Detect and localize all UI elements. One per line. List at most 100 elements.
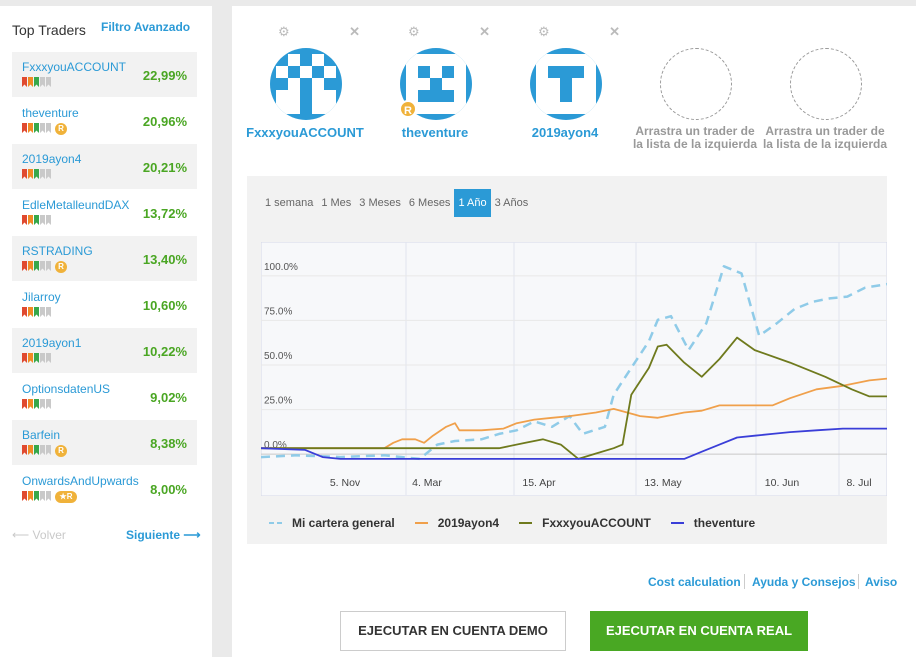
- chart-container: 1 semana 1 Mes 3 Meses 6 Meses 1 Año 3 Años 0…: [247, 176, 887, 544]
- trader-name[interactable]: FxxxyouACCOUNT: [22, 60, 127, 74]
- legend-item[interactable]: Mi cartera general: [269, 516, 395, 530]
- trader-name[interactable]: OptionsdatenUS: [22, 382, 111, 396]
- trader-return: 20,96%: [142, 114, 187, 129]
- back-button[interactable]: ⟵ Volver: [12, 528, 66, 542]
- slot-trader-name[interactable]: FxxxyouACCOUNT: [246, 125, 364, 140]
- x-tick-label: 13. May: [644, 477, 682, 489]
- trader-name[interactable]: theventure: [22, 106, 79, 120]
- empty-slot-placeholder[interactable]: [790, 48, 862, 120]
- series-line-fxxxyouaccount: [261, 336, 887, 460]
- execute-real-button[interactable]: EJECUTAR EN CUENTA REAL: [590, 611, 808, 651]
- badge-icon: R: [55, 261, 67, 273]
- trader-name[interactable]: EdleMetalleundDAX: [22, 198, 130, 212]
- trader-name[interactable]: OnwardsAndUpwards: [22, 474, 139, 488]
- tab-range[interactable]: 1 Año: [454, 189, 491, 217]
- tab-range[interactable]: 6 Meses: [408, 197, 451, 209]
- gear-icon[interactable]: ⚙: [408, 24, 420, 39]
- close-icon[interactable]: ✕: [609, 24, 620, 39]
- trader-name[interactable]: RSTRADING: [22, 244, 93, 258]
- risk-rating-icon: R: [22, 445, 67, 457]
- trader-row[interactable]: OnwardsAndUpwards ★R 8,00%: [12, 466, 197, 511]
- slot-trader-name[interactable]: theventure: [401, 125, 469, 140]
- trader-name[interactable]: Barfein: [22, 428, 61, 442]
- arrow-right-icon: ⟶: [183, 528, 201, 542]
- legend-swatch: [519, 522, 533, 524]
- series-line-mi-cartera-general: [261, 265, 887, 461]
- tab-range[interactable]: 3 Años: [494, 197, 529, 209]
- trader-return: 13,40%: [142, 252, 187, 267]
- trader-name[interactable]: 2019ayon4: [22, 152, 82, 166]
- risk-rating-icon: [22, 77, 51, 87]
- trader-slot[interactable]: Arrastra un trader de la lista de la izq…: [630, 24, 760, 174]
- trader-slot[interactable]: ⚙ ✕ 2019ayon4: [500, 24, 630, 174]
- drop-hint: Arrastra un trader de la lista de la izq…: [762, 124, 888, 151]
- trader-row[interactable]: theventure R 20,96%: [12, 98, 197, 143]
- x-tick-label: 15. Apr: [522, 477, 556, 489]
- close-icon[interactable]: ✕: [479, 24, 490, 39]
- trader-return: 13,72%: [142, 206, 187, 221]
- next-button[interactable]: Siguiente ⟶: [126, 528, 201, 542]
- trader-slot[interactable]: ⚙ ✕ FxxxyouACCOUNT: [240, 24, 370, 174]
- panel-title: Top Traders: [12, 22, 86, 38]
- badge-icon: ★R: [55, 491, 77, 503]
- trader-row[interactable]: Barfein R 8,38%: [12, 420, 197, 465]
- empty-slot-placeholder[interactable]: [660, 48, 732, 120]
- trader-return: 22,99%: [142, 68, 187, 83]
- x-tick-label: 5. Nov: [330, 477, 361, 489]
- legend-item[interactable]: theventure: [670, 516, 756, 530]
- trader-row[interactable]: 2019ayon1 10,22%: [12, 328, 197, 373]
- trader-row[interactable]: RSTRADING R 13,40%: [12, 236, 197, 281]
- series-line-theventure: [261, 427, 887, 460]
- top-traders-panel: Top Traders Filtro Avanzado FxxxyouACCOU…: [0, 6, 212, 657]
- link-separator: [744, 574, 745, 589]
- avatar: [530, 48, 602, 120]
- performance-chart: 0.0% 25.0% 50.0% 75.0% 100.0% 5. Nov 4. Mar 15.…: [261, 242, 887, 496]
- gear-icon[interactable]: ⚙: [538, 24, 550, 39]
- reliability-badge-icon: R: [399, 100, 417, 118]
- y-tick-label: 0.0%: [264, 440, 287, 451]
- range-tabs: 1 semana 1 Mes 3 Meses 6 Meses 1 Año 3 Años: [261, 189, 532, 217]
- legend-item[interactable]: FxxxyouACCOUNT: [519, 516, 651, 530]
- trader-row[interactable]: OptionsdatenUS 9,02%: [12, 374, 197, 419]
- execute-demo-button[interactable]: EJECUTAR EN CUENTA DEMO: [340, 611, 566, 651]
- trader-name[interactable]: 2019ayon1: [22, 336, 82, 350]
- tab-range[interactable]: 1 Mes: [321, 197, 352, 209]
- legend-item[interactable]: 2019ayon4: [414, 516, 500, 530]
- trader-row[interactable]: Jilarroy 10,60%: [12, 282, 197, 327]
- legend-label: 2019ayon4: [437, 516, 500, 530]
- risk-rating-icon: R: [22, 261, 67, 273]
- trader-name[interactable]: Jilarroy: [22, 290, 61, 304]
- legend-label: theventure: [693, 516, 756, 530]
- x-tick-label: 8. Jul: [846, 477, 871, 489]
- help-link[interactable]: Ayuda y Consejos: [752, 575, 856, 589]
- gear-icon[interactable]: ⚙: [278, 24, 290, 39]
- trader-row[interactable]: FxxxyouACCOUNT 22,99%: [12, 52, 197, 97]
- plot-area: [261, 242, 887, 496]
- back-label: Volver: [32, 528, 66, 542]
- slot-trader-name[interactable]: 2019ayon4: [531, 125, 599, 140]
- chart-legend: Mi cartera general 2019ayon4 FxxxyouACCOUN…: [269, 516, 755, 530]
- trader-return: 8,00%: [150, 482, 187, 497]
- risk-rating-icon: R: [22, 123, 67, 135]
- cost-calculation-link[interactable]: Cost calculation: [648, 575, 741, 589]
- tab-range[interactable]: 1 semana: [265, 197, 314, 209]
- trader-row[interactable]: EdleMetalleundDAX 13,72%: [12, 190, 197, 235]
- trader-slot[interactable]: Arrastra un trader de la lista de la izq…: [760, 24, 890, 174]
- tab-range[interactable]: 3 Meses: [359, 197, 401, 209]
- trader-row[interactable]: 2019ayon4 20,21%: [12, 144, 197, 189]
- legend-label: FxxxyouACCOUNT: [542, 516, 651, 530]
- next-label: Siguiente: [126, 528, 181, 542]
- x-tick-label: 4. Mar: [412, 477, 442, 489]
- advanced-filter-link[interactable]: Filtro Avanzado: [101, 20, 191, 34]
- close-icon[interactable]: ✕: [349, 24, 360, 39]
- series-line-2019ayon4: [261, 377, 887, 450]
- drop-hint: Arrastra un trader de la lista de la izq…: [632, 124, 758, 151]
- trader-return: 20,21%: [142, 160, 187, 175]
- legend-label: Mi cartera general: [292, 516, 395, 530]
- legend-swatch: [670, 522, 684, 524]
- arrow-left-icon: ⟵: [12, 528, 30, 542]
- risk-rating-icon: [22, 169, 51, 179]
- y-tick-label: 75.0%: [264, 306, 292, 317]
- notice-link[interactable]: Aviso: [865, 575, 898, 589]
